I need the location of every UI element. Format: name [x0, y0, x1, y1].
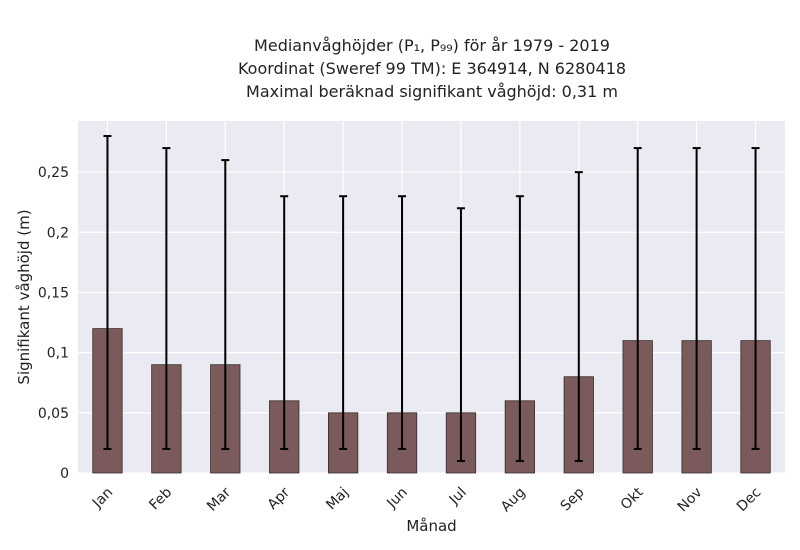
- x-tick-label: Apr: [265, 484, 294, 513]
- x-tick-label: Nov: [675, 485, 706, 516]
- x-tick-label: Sep: [558, 484, 588, 514]
- chart-title: Medianvåghöjder (P₁, P₉₉) för år 1979 - …: [0, 34, 800, 103]
- y-tick-label: 0,15: [38, 285, 69, 301]
- x-tick-label: Jun: [383, 485, 410, 512]
- y-tick-label: 0: [60, 466, 69, 482]
- y-tick-label: 0,05: [38, 406, 69, 422]
- y-tick-label: 0,2: [47, 225, 69, 241]
- x-tick-label: Aug: [498, 485, 529, 516]
- y-tick-label: 0,1: [47, 346, 69, 362]
- error-bars: [103, 135, 760, 462]
- plot-area: [78, 121, 785, 473]
- x-tick-labels: Jan Feb Mar Apr Maj Jun Jul Aug Sep Okt Nov Dec: [89, 484, 764, 515]
- y-tick-label: 0,25: [38, 165, 69, 181]
- chart-title-line-3: Maximal beräknad signifikant våghöjd: 0,…: [246, 82, 618, 101]
- chart-title-line-1: Medianvåghöjder (P₁, P₉₉) för år 1979 - …: [254, 36, 610, 55]
- x-tick-label: Jan: [89, 485, 116, 512]
- y-axis-label: Signifikant våghöjd (m): [15, 209, 33, 384]
- x-tick-label: Okt: [618, 484, 647, 513]
- chart-title-line-2: Koordinat (Sweref 99 TM): E 364914, N 62…: [237, 59, 627, 78]
- x-tick-label: Jul: [446, 485, 470, 509]
- x-tick-label: Maj: [323, 485, 352, 514]
- x-tick-label: Dec: [734, 485, 764, 515]
- y-tick-labels: 0 0,05 0,1 0,15 0,2 0,25: [38, 165, 69, 482]
- x-axis-label: Månad: [406, 517, 456, 535]
- x-tick-label: Feb: [146, 484, 175, 513]
- x-tick-label: Mar: [204, 484, 234, 514]
